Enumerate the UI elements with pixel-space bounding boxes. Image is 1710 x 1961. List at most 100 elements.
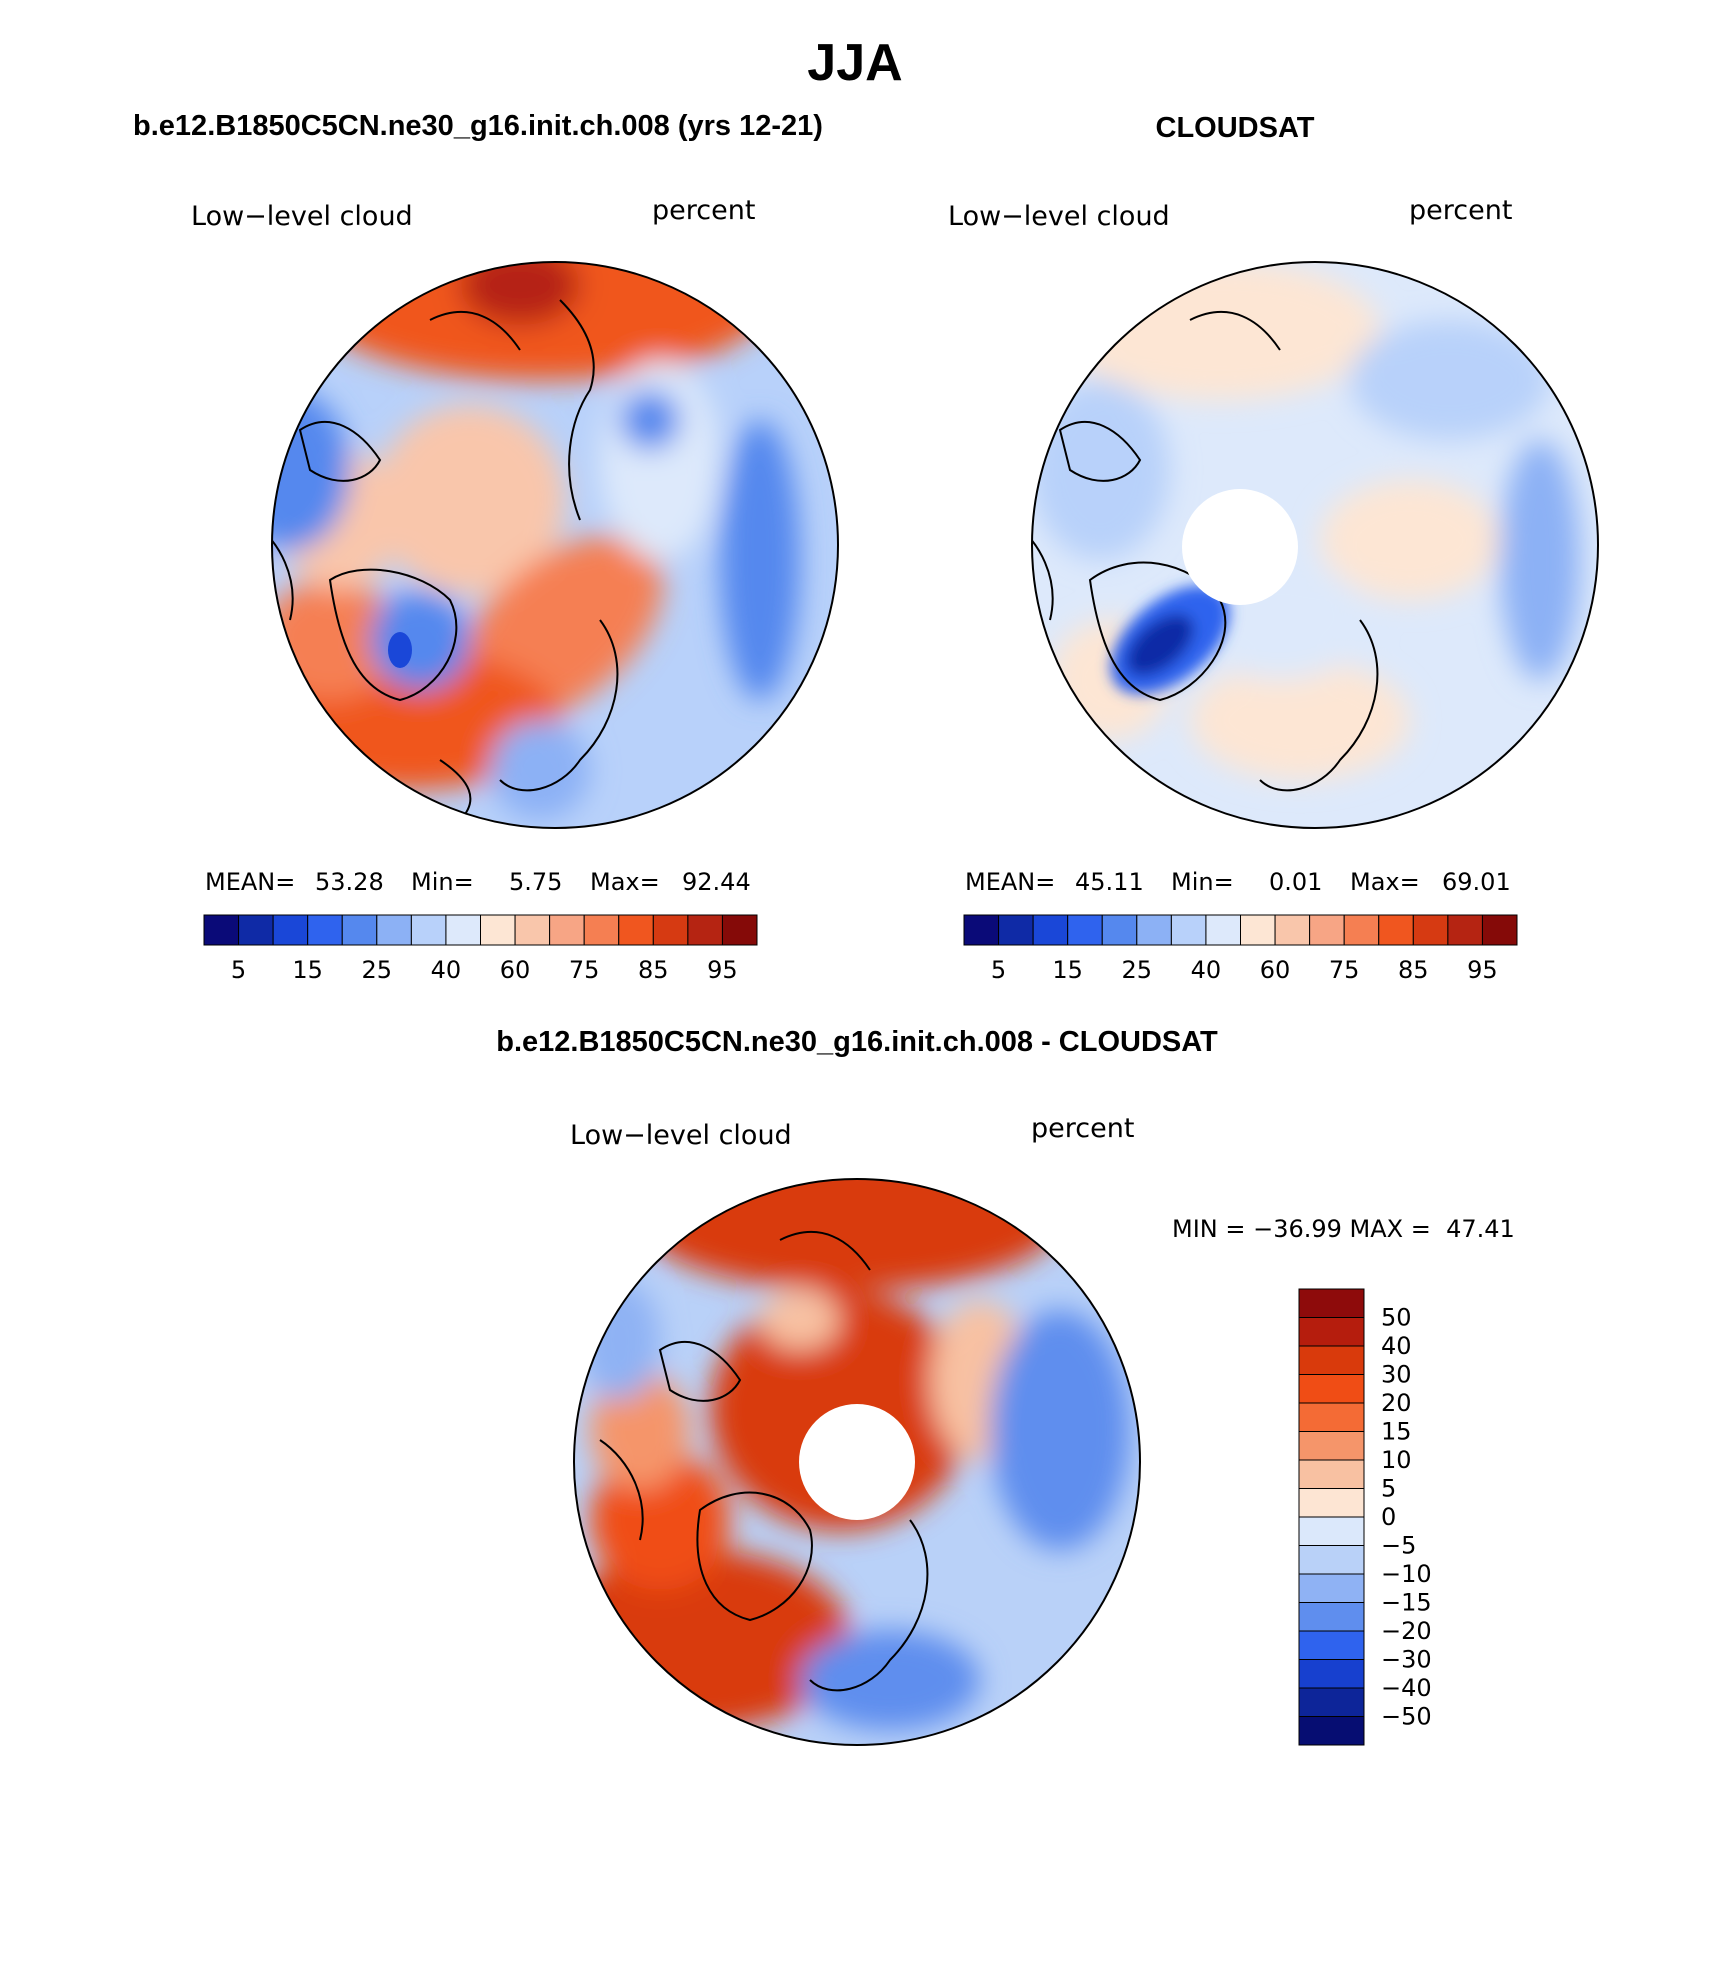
colorbar-model: 5 15 25 40 60 75 85 95 [203, 914, 758, 984]
colorbar-cloudsat-tick-label: 60 [1260, 956, 1291, 984]
colorbar-cloudsat-cell [1240, 914, 1276, 946]
colorbar-model-cell [272, 914, 309, 946]
colorbar-model-cell [618, 914, 654, 946]
colorbar-difference-cell [1298, 1288, 1365, 1318]
panel-a-stats: MEAN= 53.28 Min= 5.75 Max= 92.44 [205, 868, 751, 896]
panel-b-max-value: 69.01 [1442, 868, 1511, 896]
colorbar-cloudsat-cell [1412, 914, 1449, 946]
colorbar-difference-tick-label: 30 [1381, 1361, 1412, 1389]
panel-a-max-label: Max= [590, 868, 660, 896]
colorbar-difference-tick-label: −50 [1381, 1703, 1432, 1731]
colorbar-model-tick-label: 40 [431, 956, 462, 984]
panel-c-variable-label: Low−level cloud [570, 1120, 792, 1151]
panel-a-variable-label: Low−level cloud [191, 201, 413, 232]
panel-a-min-value: 5.75 [509, 868, 562, 896]
main-title: JJA [807, 34, 902, 92]
panel-a-max-value: 92.44 [682, 868, 751, 896]
panel-c-map-border [573, 1178, 1141, 1746]
colorbar-difference-cell [1298, 1516, 1365, 1546]
colorbar-model-cell [203, 914, 240, 946]
colorbar-cloudsat-tick-label: 85 [1398, 956, 1429, 984]
colorbar-difference-cell [1298, 1659, 1365, 1689]
colorbar-difference-tick-label: 15 [1381, 1418, 1412, 1446]
panel-a-min-label: Min= [411, 868, 474, 896]
panel-b-max-label: Max= [1350, 868, 1420, 896]
panel-c-title: b.e12.B1850C5CN.ne30_g16.init.ch.008 - C… [496, 1026, 1218, 1058]
panel-b-mean-value: 45.11 [1075, 868, 1144, 896]
colorbar-model-cell [341, 914, 378, 946]
colorbar-cloudsat-tick-label: 25 [1122, 956, 1153, 984]
panel-a-title: b.e12.B1850C5CN.ne30_g16.init.ch.008 (yr… [133, 110, 823, 142]
panel-b-stats: MEAN= 45.11 Min= 0.01 Max= 69.01 [965, 868, 1511, 896]
colorbar-cloudsat-tick-label: 15 [1052, 956, 1083, 984]
panel-b-min-value: 0.01 [1269, 868, 1322, 896]
panel-b-map [1032, 262, 1598, 828]
panel-b-variable-label: Low−level cloud [948, 201, 1170, 232]
colorbar-difference-tick-label: 40 [1381, 1332, 1412, 1360]
colorbar-difference-tick-label: 20 [1381, 1389, 1412, 1417]
panel-c-map [574, 1179, 1140, 1745]
panel-b-map-border [1031, 261, 1599, 829]
colorbar-difference-tick-label: −15 [1381, 1589, 1432, 1617]
colorbar-difference-cell [1298, 1374, 1365, 1404]
colorbar-difference-cell [1298, 1573, 1365, 1603]
colorbar-cloudsat-tick-label: 5 [991, 956, 1006, 984]
colorbar-cloudsat-cell [1309, 914, 1345, 946]
colorbar-model-cell [307, 914, 343, 946]
colorbar-difference-tick-label: 0 [1381, 1503, 1396, 1531]
colorbar-model-cell [721, 914, 758, 946]
colorbar-model-cell [687, 914, 723, 946]
panel-a-map-border [271, 261, 839, 829]
colorbar-difference-cell [1298, 1317, 1365, 1347]
colorbar-cloudsat: 5 15 25 40 60 75 85 95 [963, 914, 1518, 984]
colorbar-difference-tick-label: 10 [1381, 1446, 1412, 1474]
colorbar-difference-cell [1298, 1345, 1365, 1375]
panel-a-mean-label: MEAN= [205, 868, 295, 896]
colorbar-difference-tick-label: 50 [1381, 1304, 1412, 1332]
colorbar-model-cell [376, 914, 412, 946]
panel-b-title: CLOUDSAT [1156, 112, 1315, 144]
colorbar-model-cell [238, 914, 274, 946]
colorbar-difference-tick-label: −20 [1381, 1617, 1432, 1645]
panel-a-units-label: percent [652, 195, 755, 226]
colorbar-model-tick-label: 5 [231, 956, 246, 984]
colorbar-difference-cell [1298, 1459, 1365, 1489]
panel-b-units-label: percent [1409, 195, 1512, 226]
colorbar-model-cell [480, 914, 516, 946]
colorbar-difference-cell [1298, 1630, 1365, 1660]
colorbar-difference-cell [1298, 1602, 1365, 1632]
colorbar-model-tick-label: 85 [638, 956, 669, 984]
colorbar-cloudsat-cell [1447, 914, 1483, 946]
colorbar-model-cell [514, 914, 551, 946]
panel-b-min-label: Min= [1171, 868, 1234, 896]
colorbar-cloudsat-cell [1067, 914, 1103, 946]
colorbar-difference-tick-label: −5 [1381, 1532, 1416, 1560]
colorbar-cloudsat-tick-label: 75 [1329, 956, 1360, 984]
panel-a-mean-value: 53.28 [315, 868, 384, 896]
colorbar-cloudsat-cell [1378, 914, 1414, 946]
colorbar-difference-tick-label: 5 [1381, 1475, 1396, 1503]
colorbar-cloudsat-cell [1101, 914, 1138, 946]
colorbar-model-cell [445, 914, 481, 946]
colorbar-cloudsat-cell [1274, 914, 1311, 946]
colorbar-difference-tick-label: −30 [1381, 1646, 1432, 1674]
panel-c-stats: MIN = −36.99 MAX = 47.41 [1172, 1215, 1515, 1243]
colorbar-cloudsat-cell [998, 914, 1034, 946]
colorbar-cloudsat-cell [1136, 914, 1172, 946]
colorbar-difference-cell [1298, 1488, 1365, 1518]
colorbar-difference-cell [1298, 1687, 1365, 1717]
colorbar-difference-cell [1298, 1431, 1365, 1461]
colorbar-model-tick-label: 15 [292, 956, 323, 984]
colorbar-model-cell [549, 914, 585, 946]
colorbar-cloudsat-tick-label: 95 [1467, 956, 1498, 984]
colorbar-difference-cell [1298, 1716, 1365, 1746]
colorbar-cloudsat-tick-label: 40 [1191, 956, 1222, 984]
colorbar-model-tick-label: 60 [500, 956, 531, 984]
colorbar-model-cell [583, 914, 620, 946]
colorbar-difference-tick-label: −10 [1381, 1560, 1432, 1588]
colorbar-model-tick-label: 25 [362, 956, 393, 984]
colorbar-model-cell [410, 914, 447, 946]
colorbar-cloudsat-cell [1170, 914, 1207, 946]
